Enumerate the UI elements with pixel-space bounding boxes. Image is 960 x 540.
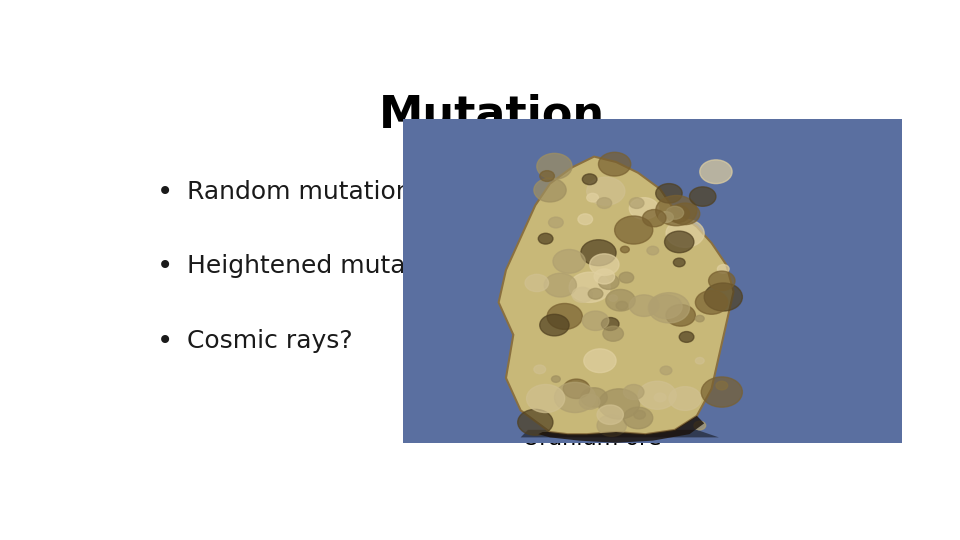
Circle shape xyxy=(669,387,701,410)
Circle shape xyxy=(517,409,553,435)
Circle shape xyxy=(578,214,592,225)
Circle shape xyxy=(666,219,705,247)
Circle shape xyxy=(656,184,683,203)
Text: Mutation: Mutation xyxy=(379,94,605,137)
Circle shape xyxy=(548,217,564,228)
Circle shape xyxy=(544,273,576,297)
Circle shape xyxy=(614,216,653,244)
Circle shape xyxy=(537,153,572,179)
Circle shape xyxy=(666,305,695,326)
Circle shape xyxy=(680,332,694,342)
Circle shape xyxy=(700,160,732,184)
Text: •: • xyxy=(157,253,174,280)
Circle shape xyxy=(540,171,555,181)
Circle shape xyxy=(694,421,706,430)
Circle shape xyxy=(630,198,644,208)
Circle shape xyxy=(655,393,666,402)
Circle shape xyxy=(547,303,583,329)
Circle shape xyxy=(534,365,545,374)
Circle shape xyxy=(619,272,634,283)
Circle shape xyxy=(581,388,608,407)
Circle shape xyxy=(708,271,735,291)
Circle shape xyxy=(705,283,742,311)
Text: Heightened mutation rates?: Heightened mutation rates? xyxy=(187,254,539,279)
Circle shape xyxy=(534,178,566,202)
Circle shape xyxy=(603,326,623,341)
Circle shape xyxy=(660,366,672,375)
Circle shape xyxy=(609,295,617,301)
Circle shape xyxy=(701,377,742,407)
Circle shape xyxy=(564,379,589,399)
Circle shape xyxy=(569,272,611,302)
Circle shape xyxy=(623,407,653,429)
Polygon shape xyxy=(498,157,733,434)
Text: •: • xyxy=(157,327,174,355)
Circle shape xyxy=(648,293,689,323)
Circle shape xyxy=(695,315,705,322)
Circle shape xyxy=(659,212,673,222)
Circle shape xyxy=(695,291,728,314)
Circle shape xyxy=(673,258,685,267)
Circle shape xyxy=(589,254,619,275)
Circle shape xyxy=(525,274,548,292)
Circle shape xyxy=(695,357,705,364)
Circle shape xyxy=(594,269,614,284)
Circle shape xyxy=(616,301,628,310)
Circle shape xyxy=(583,311,609,330)
Circle shape xyxy=(666,205,689,222)
Circle shape xyxy=(598,274,619,289)
Circle shape xyxy=(539,233,553,244)
Circle shape xyxy=(598,152,631,176)
Text: Random mutations: Random mutations xyxy=(187,180,424,204)
Circle shape xyxy=(606,289,636,311)
Circle shape xyxy=(638,381,676,409)
Circle shape xyxy=(587,177,625,205)
Circle shape xyxy=(630,295,659,316)
Circle shape xyxy=(598,389,639,419)
Circle shape xyxy=(553,249,586,273)
Circle shape xyxy=(650,295,683,319)
Circle shape xyxy=(689,187,716,206)
Circle shape xyxy=(580,394,600,409)
Text: Cosmic rays?: Cosmic rays? xyxy=(187,329,352,353)
Circle shape xyxy=(656,195,697,226)
Circle shape xyxy=(555,382,595,413)
Circle shape xyxy=(664,231,694,253)
Circle shape xyxy=(647,246,659,255)
Circle shape xyxy=(572,287,592,302)
Circle shape xyxy=(583,174,597,185)
Circle shape xyxy=(588,288,603,299)
Circle shape xyxy=(584,349,616,373)
Circle shape xyxy=(666,206,684,219)
Circle shape xyxy=(597,405,623,424)
Circle shape xyxy=(597,415,626,436)
Circle shape xyxy=(526,384,564,413)
Circle shape xyxy=(540,314,569,336)
Circle shape xyxy=(670,203,700,225)
Polygon shape xyxy=(539,416,705,443)
Circle shape xyxy=(620,246,630,253)
Circle shape xyxy=(717,265,730,273)
Circle shape xyxy=(630,198,659,219)
Circle shape xyxy=(597,198,612,208)
Circle shape xyxy=(623,384,644,400)
Circle shape xyxy=(551,376,561,382)
Circle shape xyxy=(716,381,728,390)
Circle shape xyxy=(581,240,616,266)
Polygon shape xyxy=(520,430,719,437)
Text: Uranium ore: Uranium ore xyxy=(523,429,661,449)
Circle shape xyxy=(587,193,598,202)
Circle shape xyxy=(642,210,666,227)
Text: •: • xyxy=(157,178,174,206)
Circle shape xyxy=(601,318,619,330)
Circle shape xyxy=(634,410,645,419)
